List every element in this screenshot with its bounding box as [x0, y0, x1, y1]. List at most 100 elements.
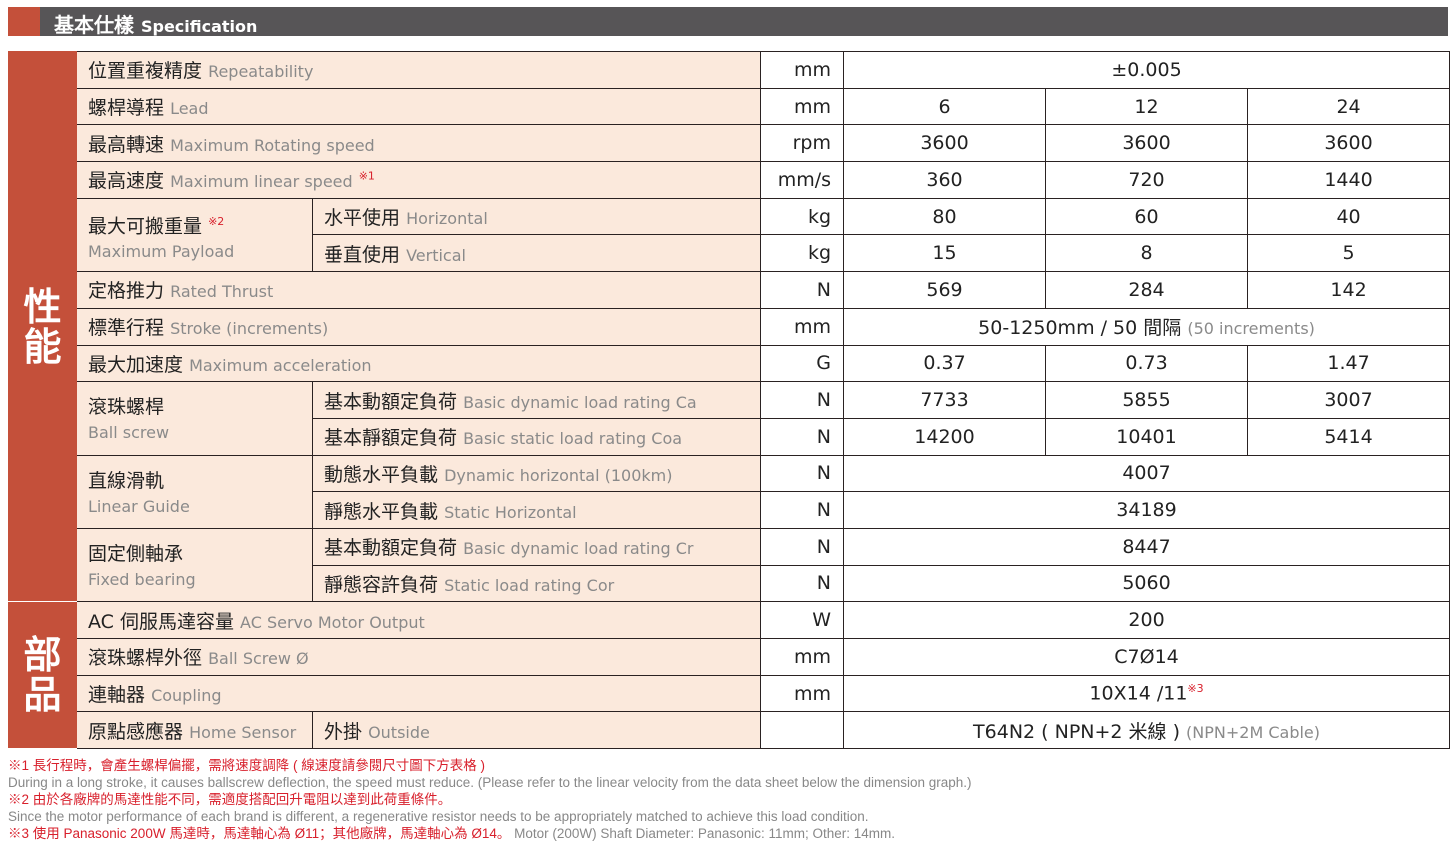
merged-value-cell: C7Ø14	[843, 638, 1451, 676]
unit-cell: G	[760, 344, 845, 383]
unit-cell: N	[760, 271, 845, 309]
label-zh: 位置重複精度	[88, 60, 203, 83]
value-cell: 14200	[843, 417, 1047, 456]
spec-table: 性能位置重複精度 Repeatability mm ±0.005 螺桿導程 Lead m…	[8, 50, 1451, 750]
value-en: (50 increments)	[1187, 319, 1315, 339]
label-en: Maximum linear speed	[170, 172, 353, 192]
label-en: Basic dynamic load rating Cr	[463, 539, 694, 559]
title-en: Specification	[140, 17, 258, 36]
group-en: Ball screw	[88, 423, 170, 443]
unit-cell: rpm	[760, 124, 845, 163]
group-label: 最大可搬重量 ※2 Maximum Payload	[76, 197, 313, 273]
label-en: Outside	[368, 722, 430, 742]
group-zh: 直線滑軌	[88, 466, 312, 496]
table-row: 部品 AC 伺服馬達容量 AC Servo Motor Output W 200	[8, 601, 1451, 750]
value-cell: 0.73	[1045, 344, 1249, 383]
label-en: Ball Screw Ø	[208, 649, 309, 669]
value-text: 34189	[1116, 499, 1177, 522]
table-row: 最大加速度 Maximum acceleration G 0.37 0.73 1.47	[9, 344, 1451, 383]
label-en: Basic static load rating Coa	[463, 429, 683, 449]
table-row: 最高轉速 Maximum Rotating speed rpm 3600 3600 36…	[9, 124, 1451, 163]
value-cell: 10401	[1045, 417, 1249, 456]
value-cell: 1440	[1247, 161, 1451, 199]
value-cell: 284	[1045, 271, 1249, 309]
label-zh: 定格推力	[88, 280, 165, 303]
footnote-mark: ※3	[1187, 682, 1204, 696]
footnote-text-en: Motor (200W) Shaft Diameter: Panasonic: …	[510, 826, 895, 841]
row-label: 定格推力 Rated Thrust	[75, 271, 762, 309]
value-cell: 5	[1247, 234, 1451, 273]
row-label: 最大加速度 Maximum acceleration	[75, 344, 762, 383]
group-label: 固定側軸承 Fixed bearing	[76, 527, 313, 603]
label-zh: 基本動額定負荷	[324, 537, 458, 560]
row-label: 靜態容許負荷 Static load rating Cor	[311, 564, 762, 603]
unit-cell: mm	[760, 87, 845, 126]
table-row: 靜態容許負荷 Static load rating Cor N 5060	[9, 564, 1451, 603]
value-cell: 60	[1045, 197, 1249, 236]
value-text: 200	[1128, 609, 1165, 632]
unit-cell: N	[760, 491, 845, 529]
footnote-line: ※2 由於各廠牌的馬達性能不同，需適度搭配回升電阻以達到此荷重條件。	[8, 791, 972, 808]
group-zh: 滾珠螺桿	[88, 392, 312, 422]
section-char: 能	[23, 324, 62, 369]
value-cell: 5855	[1045, 381, 1249, 419]
table-row: 連軸器 Coupling mm 10X14 /11※3	[9, 674, 1451, 713]
table-row: 靜態水平負載 Static Horizontal N 34189	[9, 491, 1451, 529]
label-zh: 直線滑軌	[88, 469, 165, 492]
label-en: Repeatability	[208, 62, 314, 82]
label-en: Stroke (increments)	[170, 319, 329, 339]
label-zh: 螺桿導程	[88, 97, 165, 120]
value-cell: 15	[843, 234, 1047, 273]
merged-value-cell: 10X14 /11※3	[843, 674, 1451, 713]
table-row: 標準行程 Stroke (increments) mm 50-1250mm / 50…	[9, 307, 1451, 346]
label-zh: 靜態水平負載	[324, 500, 439, 523]
value-cell: 3600	[1247, 124, 1451, 163]
merged-value-cell: 50-1250mm / 50 間隔 (50 increments)	[843, 307, 1451, 346]
unit-cell: mm	[760, 51, 845, 89]
unit-cell: W	[760, 601, 845, 639]
table-row: 滾珠螺桿 Ball screw 基本動額定負荷 Basic dynamic load…	[9, 381, 1451, 456]
group-label: 原點感應器 Home Sensor	[76, 711, 313, 750]
label-zh: 原點感應器	[88, 720, 184, 743]
label-en: Home Sensor	[189, 722, 297, 742]
table-row: 垂直使用 Vertical kg 15 8 5	[9, 234, 1451, 273]
value-cell: 0.37	[843, 344, 1047, 383]
unit-cell: N	[760, 564, 845, 603]
section-char: 品	[23, 673, 62, 718]
header-accent-block	[8, 7, 40, 36]
value-text: ±0.005	[1111, 58, 1182, 81]
group-zh: 最大可搬重量 ※2	[88, 207, 312, 241]
row-label: 垂直使用 Vertical	[311, 234, 762, 273]
table-row: 最高速度 Maximum linear speed ※1 mm/s 360 720 14…	[9, 161, 1451, 199]
row-label: 標準行程 Stroke (increments)	[75, 307, 762, 346]
label-zh: 垂直使用	[324, 243, 401, 266]
value-cell: 720	[1045, 161, 1249, 199]
unit-cell: N	[760, 454, 845, 493]
unit-cell: N	[760, 527, 845, 566]
label-en: Horizontal	[406, 209, 488, 229]
row-label: 水平使用 Horizontal	[311, 197, 762, 236]
value-cell: 3600	[843, 124, 1047, 163]
row-label: 靜態水平負載 Static Horizontal	[311, 491, 762, 529]
value-cell: 6	[843, 87, 1047, 126]
merged-value-cell: 8447	[843, 527, 1451, 566]
label-zh: 基本動額定負荷	[324, 390, 458, 413]
label-zh: 最高速度	[88, 170, 165, 193]
label-en: Basic dynamic load rating Ca	[463, 392, 697, 412]
footnote-text: During in a long stroke, it causes balls…	[8, 775, 972, 790]
label-zh: 基本靜額定負荷	[324, 427, 458, 450]
group-label: 直線滑軌 Linear Guide	[76, 454, 313, 529]
label-zh: 最大加速度	[88, 353, 184, 376]
value-text: 50-1250mm / 50 間隔	[978, 317, 1182, 340]
label-en: Coupling	[151, 686, 222, 706]
row-label: 最高速度 Maximum linear speed ※1	[75, 161, 762, 199]
table-row: 定格推力 Rated Thrust N 569 284 142	[9, 271, 1451, 309]
row-label: 基本靜額定負荷 Basic static load rating Coa	[311, 417, 762, 456]
label-zh: 固定側軸承	[88, 543, 184, 566]
label-en: Maximum acceleration	[189, 355, 372, 375]
footnotes: ※1 長行程時，會產生螺桿偏擺，需將速度調降 ( 線速度請參閱尺寸圖下方表格 )…	[8, 757, 972, 842]
unit-cell: kg	[760, 197, 845, 236]
footnote-line: During in a long stroke, it causes balls…	[8, 774, 972, 791]
section-title: 基本仕樣 Specification	[54, 9, 257, 38]
